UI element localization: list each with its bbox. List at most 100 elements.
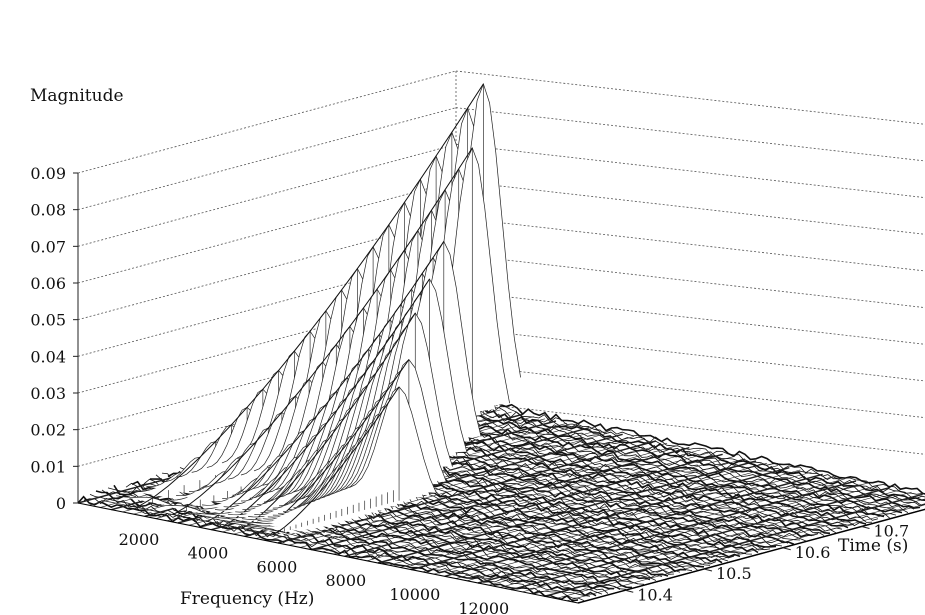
axis-layer: 0 0.01 0.02 0.03 0.04 0.05 0.06 0.07 0.08 0.09: [30, 164, 925, 604]
floor-col-58: [400, 465, 779, 568]
grid-line-6: [77, 180, 457, 284]
floor-col-50: [355, 456, 734, 559]
back-wall-line-7: [455, 143, 925, 199]
ridge-1-crest: [172, 147, 473, 516]
floor-col-66: [444, 473, 823, 578]
time-axis: [577, 508, 925, 604]
time-tick-label-3: 10.7: [874, 522, 910, 541]
back-wall-line-9: [455, 70, 925, 125]
grid-line-8: [77, 107, 457, 211]
floor-col-68: [455, 476, 834, 579]
time-axis-label: Time (s): [838, 536, 908, 556]
label-layer: 2000 4000 6000 8000 10000 12000 14000 10.4 10.5 1…: [30, 86, 910, 615]
back-wall-line-5: [455, 217, 925, 272]
magnitude-tick-label-0: 0: [56, 494, 66, 513]
magnitude-axis-label: Magnitude: [30, 86, 124, 106]
floor-col-46: [333, 451, 712, 555]
floor-row-2: [89, 494, 591, 597]
surface-mesh: [100, 82, 521, 541]
frequency-tick-label-1: 4000: [188, 544, 229, 563]
back-wall-line-8: [455, 107, 925, 162]
frequency-tick-label-2: 6000: [257, 557, 298, 576]
floor-col-76: [500, 485, 879, 588]
magnitude-tick-label-7: 0.07: [30, 237, 66, 256]
grid-line-4: [77, 253, 457, 357]
floor-row-56: [413, 405, 915, 511]
magnitude-tick-label-4: 0.04: [30, 347, 66, 366]
floor-col-78: [511, 486, 890, 591]
floor-col-56: [389, 462, 768, 566]
magnitude-tick-label-9: 0.09: [30, 164, 66, 183]
floor-col-64: [433, 471, 812, 575]
frequency-axis-label: Frequency (Hz): [180, 589, 314, 609]
floor-col-80: [522, 489, 901, 593]
ridge-0-slice-1: [116, 495, 181, 509]
floor-col-54: [377, 460, 757, 564]
back-wall-line-0: [455, 400, 925, 455]
floor-col-44: [322, 449, 701, 553]
magnitude-tick-label-3: 0.03: [30, 384, 66, 403]
floor-row-60: [437, 400, 925, 501]
time-tick-mark-3: [861, 526, 870, 529]
magnitude-tick-label-6: 0.06: [30, 274, 66, 293]
frequency-tick-label-4: 10000: [389, 585, 440, 604]
frequency-tick-label-0: 2000: [119, 530, 160, 549]
back-wall-line-6: [455, 180, 925, 235]
floor-row-4: [101, 489, 603, 595]
floor-row-61: [443, 401, 925, 499]
time-tick-label-2: 10.6: [795, 543, 831, 562]
floor-row-59: [431, 403, 925, 506]
floor-col-72: [477, 480, 857, 584]
floor-row-0: [77, 495, 579, 602]
ridge-6-slice-1: [242, 525, 307, 539]
time-tick-mark-0: [625, 589, 634, 593]
ridge-6-slice-0: [237, 527, 301, 541]
floor-col-62: [422, 469, 801, 573]
floor-col-84: [544, 493, 923, 598]
ridge-6-slice-22: [349, 386, 437, 494]
time-tick-label-0: 10.4: [637, 585, 673, 604]
grid-line-9: [77, 70, 457, 174]
floor-col-40: [300, 445, 679, 548]
time-tick-mark-2: [782, 547, 791, 551]
grid-line-5: [77, 217, 457, 321]
back-wall-line-4: [455, 253, 925, 309]
magnitude-tick-label-1: 0.01: [30, 457, 66, 476]
grid-line-3: [77, 290, 457, 394]
ridge-4-crest: [241, 312, 416, 529]
frequency-tick-label-3: 8000: [326, 571, 367, 590]
time-tick-label-1: 10.5: [716, 564, 752, 583]
back-wall-line-2: [455, 327, 925, 382]
grid-line-7: [77, 143, 457, 247]
time-tick-mark-1: [703, 568, 713, 572]
magnitude-tick-label-2: 0.02: [30, 421, 66, 440]
magnitude-tick-label-8: 0.08: [30, 201, 66, 220]
grid-line-1: [77, 363, 457, 467]
back-wall-line-3: [455, 290, 925, 345]
floor-col-86: [555, 498, 925, 599]
grid-layer: [77, 70, 925, 504]
floor-col-60: [411, 466, 790, 571]
floor-col-52: [366, 458, 745, 562]
frequency-tick-label-6: 14000: [527, 613, 578, 615]
floor-col-48: [344, 453, 723, 558]
floor-col-38: [289, 442, 668, 546]
floor-col-88: [566, 503, 925, 602]
back-wall-line-1: [455, 363, 925, 419]
ridge-2-crest: [207, 241, 445, 522]
ridge-6-crest: [272, 386, 400, 536]
floor-row-62: [449, 395, 925, 495]
grid-line-2: [77, 327, 457, 431]
floor-row-63: [455, 394, 925, 495]
floor-col-42: [311, 446, 690, 551]
frequency-tick-label-5: 12000: [458, 599, 509, 615]
floor-col-82: [533, 491, 912, 595]
ridge-6: [237, 386, 437, 541]
magnitude-tick-label-5: 0.05: [30, 311, 66, 330]
ridge-0-crest: [136, 83, 484, 508]
floor-col-74: [489, 482, 868, 586]
floor-row-55: [407, 407, 909, 513]
floor-col-70: [466, 478, 845, 582]
frequency-axis: [77, 502, 579, 604]
